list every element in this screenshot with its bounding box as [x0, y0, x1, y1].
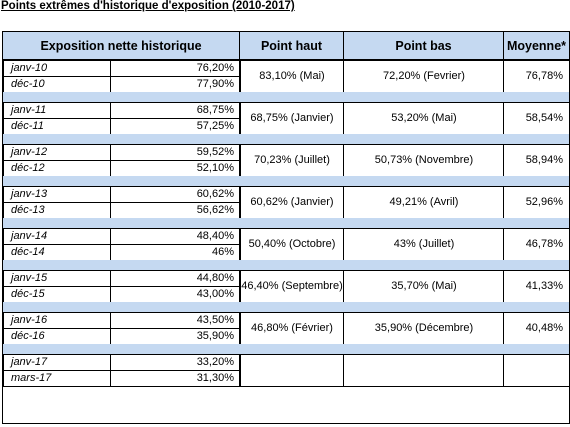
point-bas-value: 53,20% (Mai): [391, 112, 457, 124]
label-divider: [110, 228, 111, 260]
separator-band: [3, 134, 569, 144]
moyenne-value: [504, 354, 569, 386]
separator-band: [3, 176, 569, 186]
point-bas-value: 50,73% (Novembre): [374, 154, 474, 166]
row-date-label: déc-13: [11, 204, 45, 216]
point-haut-value: 60,62% (Janvier): [250, 196, 334, 208]
row-date-label: janv-12: [11, 146, 48, 158]
row-date-label: déc-14: [11, 246, 45, 258]
row-divider: [3, 244, 240, 245]
row-date-label: déc-12: [11, 162, 45, 174]
row-date-label: janv-10: [11, 62, 48, 74]
row-date-label: déc-16: [11, 330, 45, 342]
header-exposition: Exposition nette historique: [3, 32, 240, 60]
moyenne-value: 76,78%: [525, 70, 563, 82]
row-divider: [3, 370, 240, 371]
row-date-label: janv-14: [11, 230, 48, 242]
table-title: Points extrêmes d'historique d'expositio…: [1, 0, 295, 12]
row-date-label: janv-15: [11, 272, 48, 284]
row-exposure-value: 68,75%: [196, 104, 234, 116]
label-divider: [110, 102, 111, 134]
row-exposure-value: 52,10%: [196, 162, 234, 174]
exposure-table: Exposition nette historique Point haut P…: [2, 31, 570, 424]
point-haut-value: 46,80% (Février): [251, 322, 333, 334]
row-exposure-value: 48,40%: [196, 230, 234, 242]
row-divider: [3, 76, 240, 77]
point-haut-value: 68,75% (Janvier): [250, 112, 334, 124]
moyenne-box: [503, 354, 569, 387]
row-date-label: janv-13: [11, 188, 48, 200]
row-date-label: mars-17: [11, 372, 52, 384]
row-exposure-value: 76,20%: [196, 62, 234, 74]
point-haut-value: 70,23% (Juillet): [254, 154, 330, 166]
row-date-label: déc-10: [11, 78, 45, 90]
point-bas-value: 43% (Juillet): [393, 238, 455, 250]
label-divider: [110, 312, 111, 344]
point-bas-value: 49,21% (Avril): [389, 196, 459, 208]
row-divider: [3, 160, 240, 161]
point-haut-value: 46,40% (Septembre): [241, 280, 343, 292]
label-divider: [110, 186, 111, 218]
header-point-bas: Point bas: [344, 32, 504, 60]
row-exposure-value: 33,20%: [196, 356, 234, 368]
moyenne-value: 58,94%: [525, 154, 563, 166]
separator-band: [3, 260, 569, 270]
moyenne-value: 41,33%: [525, 280, 563, 292]
label-divider: [110, 354, 111, 386]
row-exposure-value: 59,52%: [196, 146, 234, 158]
point-haut-value: 50,40% (Octobre): [248, 238, 336, 250]
separator-band: [3, 344, 569, 354]
row-exposure-value: 31,30%: [196, 372, 234, 384]
label-divider: [110, 60, 111, 92]
separator-band: [3, 92, 569, 102]
separator-band: [3, 302, 569, 312]
separator-band: [3, 218, 569, 228]
row-exposure-value: 57,25%: [196, 120, 234, 132]
moyenne-value: 52,96%: [525, 196, 563, 208]
point-haut-value: [240, 354, 344, 386]
row-date-label: janv-16: [11, 314, 48, 326]
row-exposure-value: 43,50%: [196, 314, 234, 326]
row-date-label: déc-15: [11, 288, 45, 300]
moyenne-value: 58,54%: [525, 112, 563, 124]
row-exposure-value: 43,00%: [196, 288, 234, 300]
label-divider: [110, 144, 111, 176]
moyenne-value: 46,78%: [525, 238, 563, 250]
row-divider: [3, 286, 240, 287]
row-exposure-value: 46%: [211, 246, 234, 258]
header-moyenne: Moyenne*: [504, 32, 569, 60]
row-exposure-value: 44,80%: [196, 272, 234, 284]
row-divider: [3, 118, 240, 119]
moyenne-value: 40,48%: [525, 322, 563, 334]
row-exposure-value: 56,62%: [196, 204, 234, 216]
row-exposure-value: 35,90%: [196, 330, 234, 342]
header-point-haut: Point haut: [240, 32, 344, 60]
row-divider: [3, 202, 240, 203]
point-bas-value: 35,90% (Décembre): [374, 322, 474, 334]
point-bas-value: 35,70% (Mai): [391, 280, 457, 292]
row-exposure-value: 60,62%: [196, 188, 234, 200]
point-haut-value: 83,10% (Mai): [259, 70, 325, 82]
point-bas-value: [344, 354, 504, 386]
row-exposure-value: 77,90%: [196, 78, 234, 90]
row-date-label: janv-11: [11, 104, 47, 116]
point-bas-value: 72,20% (Fevrier): [383, 70, 465, 82]
label-divider: [110, 270, 111, 302]
row-date-label: janv-17: [11, 356, 48, 368]
row-divider: [3, 328, 240, 329]
row-date-label: déc-11: [11, 120, 44, 132]
